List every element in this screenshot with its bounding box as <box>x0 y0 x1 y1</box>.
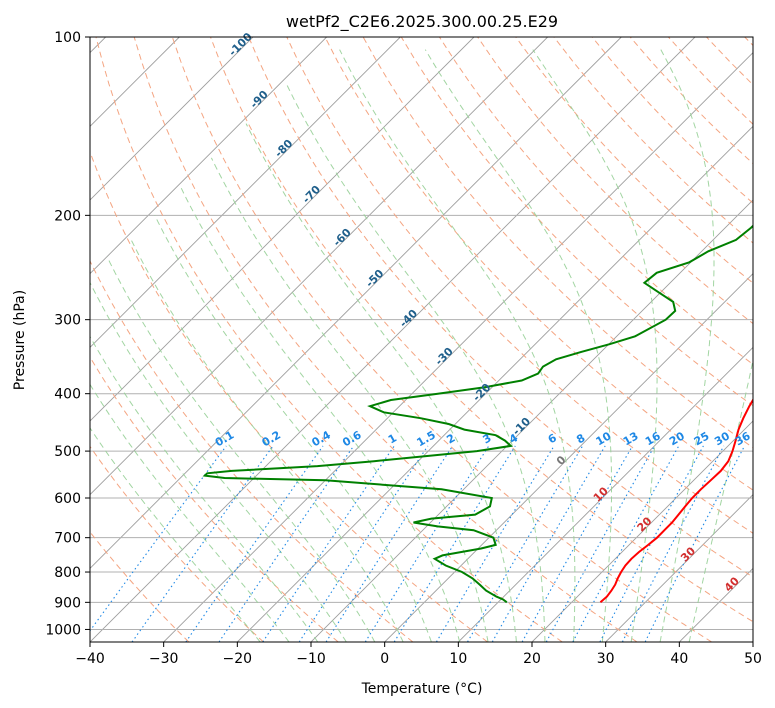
mixing-ratio-line <box>572 445 680 642</box>
x-tick-label: 50 <box>744 651 762 667</box>
isotherm-line <box>90 37 696 642</box>
mixing-ratio-line <box>325 445 454 642</box>
chart-title: wetPf2_C2E6.2025.300.00.25.E29 <box>286 12 558 32</box>
dry-adiabat-line <box>90 259 414 642</box>
dry-adiabat-line <box>171 37 712 642</box>
moist-adiabat-line <box>90 281 347 642</box>
mixing-ratio-line <box>262 445 395 642</box>
dewpoint-profile-line <box>202 224 753 604</box>
moist-adiabat-line <box>210 157 489 642</box>
moist-adiabat-line <box>154 215 432 642</box>
x-tick-label: −10 <box>296 651 326 667</box>
x-tick-label: 30 <box>597 651 615 667</box>
y-tick-label: 700 <box>54 531 81 547</box>
x-tick-label: 0 <box>380 651 389 667</box>
y-tick-label: 100 <box>54 30 81 46</box>
moist-adiabat-line <box>180 187 461 642</box>
moist-adiabat-line <box>339 49 576 642</box>
y-tick-label: 200 <box>54 208 81 224</box>
moist-adiabat-line <box>90 383 290 642</box>
isotherm-line <box>531 420 753 642</box>
isotherm-line <box>90 37 401 348</box>
moist-adiabat-line <box>90 427 261 642</box>
x-tick-label: −40 <box>75 651 105 667</box>
dry-adiabat-line <box>90 445 264 642</box>
isotherm-line <box>163 52 753 642</box>
isotherm-line <box>384 273 753 642</box>
temperature-profile-line <box>599 397 753 604</box>
mixing-ratio-line <box>393 445 516 642</box>
y-tick-label: 600 <box>54 491 81 507</box>
dry-adiabat-line <box>248 37 753 578</box>
moist-adiabat-line <box>424 49 612 642</box>
dry-adiabat-line <box>210 37 753 623</box>
y-tick-label: 400 <box>54 387 81 403</box>
x-tick-label: −20 <box>223 651 253 667</box>
x-tick-label: 40 <box>670 651 688 667</box>
isotherm-line <box>90 37 327 275</box>
x-tick-label: 10 <box>449 651 467 667</box>
isotherm-line <box>90 37 548 496</box>
dry-adiabat-line <box>515 37 753 284</box>
dry-adiabat-line <box>324 37 753 491</box>
mixing-ratio-line <box>491 445 606 642</box>
x-tick-label: 20 <box>523 651 541 667</box>
moist-adiabat-line <box>90 335 319 642</box>
dry-adiabat-line <box>286 37 753 534</box>
plot-frame <box>89 36 754 643</box>
x-tick-label: −30 <box>149 651 179 667</box>
y-axis-label: Pressure (hPa) <box>12 290 28 390</box>
x-axis-label: Temperature (°C) <box>361 681 483 697</box>
y-tick-label: 800 <box>54 565 81 581</box>
isotherm-line <box>605 494 753 642</box>
isotherm-line <box>458 346 753 642</box>
mixing-ratio-line <box>467 445 584 642</box>
y-tick-label: 900 <box>54 595 81 611</box>
y-tick-label: 500 <box>54 444 81 460</box>
moist-adiabat-line <box>106 256 376 642</box>
mixing-ratio-line <box>435 445 555 642</box>
moist-adiabat-line <box>532 49 658 642</box>
moist-adiabat-line <box>285 83 546 642</box>
y-tick-label: 1000 <box>45 622 81 638</box>
isotherm-line <box>90 37 254 201</box>
moist-adiabat-line <box>130 239 404 642</box>
y-tick-label: 300 <box>54 313 81 329</box>
mixing-ratio-line <box>545 445 656 642</box>
isotherm-line <box>90 37 622 569</box>
moist-adiabat-line <box>688 358 753 642</box>
mixing-ratio-line <box>298 445 429 642</box>
isotherm-line <box>237 125 753 642</box>
moist-adiabat-line <box>659 49 715 642</box>
mixing-ratio-line <box>521 445 633 642</box>
isotherm-line <box>90 37 475 422</box>
mixing-ratio-line <box>364 445 490 642</box>
